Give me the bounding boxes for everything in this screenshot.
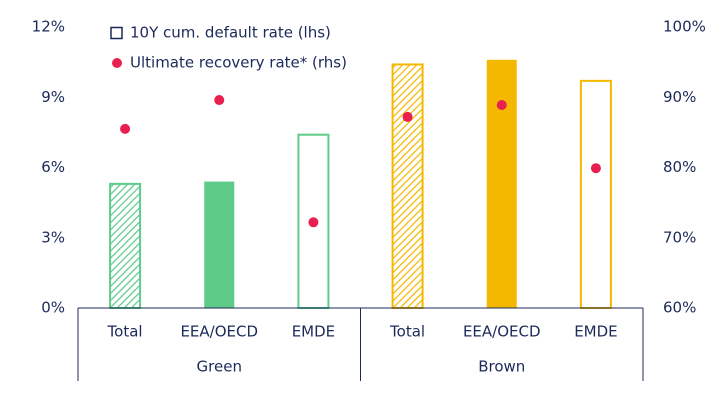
dot — [120, 123, 131, 134]
y-tick-label: 3% — [41, 228, 65, 246]
legend-marker — [112, 58, 122, 68]
y-tick-label: 0% — [41, 299, 65, 317]
group-label: Brown — [478, 358, 525, 376]
y2-tick-label: 70% — [663, 228, 696, 246]
x-tick-label: Total — [107, 323, 143, 341]
dot — [308, 217, 319, 228]
dot — [214, 95, 225, 106]
bar — [579, 79, 612, 309]
y-tick-label: 12% — [32, 18, 65, 36]
y-tick-label: 9% — [41, 88, 65, 106]
x-tick-label: EEA/OECD — [463, 323, 541, 341]
bar — [391, 63, 424, 310]
x-tick-label: EEA/OECD — [180, 323, 258, 341]
bar — [109, 182, 142, 309]
y-tick-label: 6% — [41, 158, 65, 176]
dot — [402, 111, 413, 122]
x-tick-label: EMDE — [574, 323, 617, 341]
y2-tick-label: 90% — [663, 88, 696, 106]
dot — [496, 99, 507, 110]
bar — [204, 181, 235, 308]
y2-tick-label: 80% — [663, 158, 696, 176]
x-tick-label: Total — [389, 323, 425, 341]
dot — [590, 163, 601, 174]
legend-marker — [110, 26, 123, 40]
legend-label: Ultimate recovery rate* (rhs) — [130, 54, 347, 72]
legend-label: 10Y cum. default rate (lhs) — [130, 24, 331, 42]
y2-tick-label: 100% — [663, 18, 706, 36]
bar — [486, 59, 517, 309]
y2-tick-label: 60% — [663, 299, 696, 317]
x-tick-label: EMDE — [292, 323, 335, 341]
group-label: Green — [197, 358, 242, 376]
